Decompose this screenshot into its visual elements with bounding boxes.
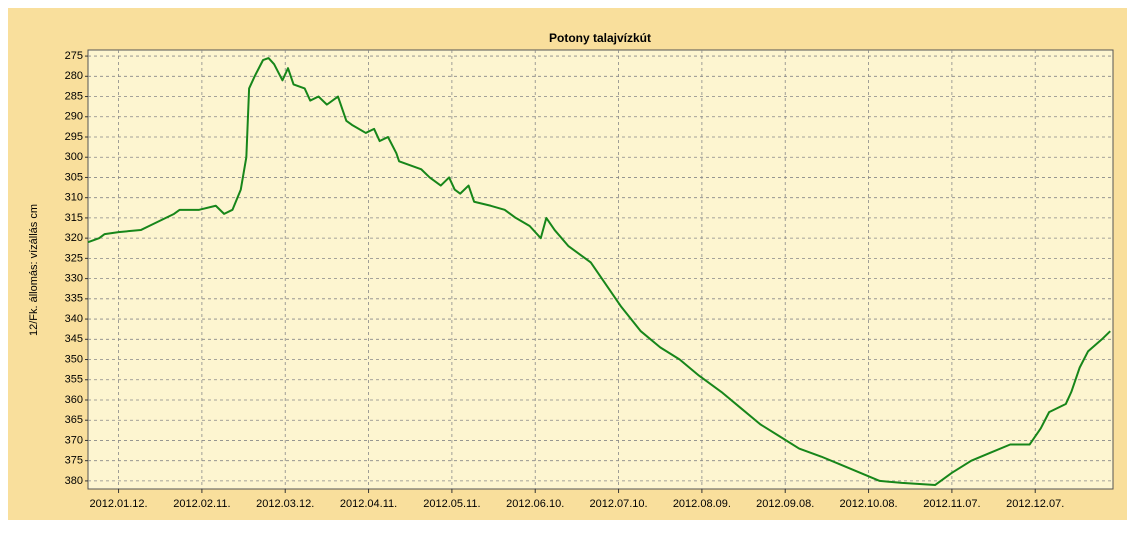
plot-area [87,49,1114,490]
y-tick-label: 275 [65,50,83,62]
y-tick-label: 330 [65,273,83,285]
x-tick-label: 2012.09.08. [756,498,814,510]
y-tick-label: 310 [65,192,83,204]
x-tick-label: 2012.06.10. [506,498,564,510]
y-axis-label: 12/Fk. állomás: vízállás cm [28,204,40,336]
y-tick-label: 335 [65,293,83,305]
x-tick-label: 2012.01.12. [89,498,147,510]
x-tick-label: 2012.03.12. [256,498,314,510]
x-tick-label: 2012.08.09. [673,498,731,510]
data-line [87,57,1111,486]
y-tick-label: 295 [65,131,83,143]
x-tick-label: 2012.04.11. [340,498,397,510]
y-tick-label: 375 [65,455,83,467]
y-tick-label: 355 [65,374,83,386]
x-tick-label: 2012.05.11. [423,498,480,510]
y-tick-label: 345 [65,333,83,345]
y-tick-label: 305 [65,171,83,183]
y-tick-label: 360 [65,394,83,406]
x-tick-label: 2012.10.08. [839,498,897,510]
x-tick-label: 2012.07.10. [589,498,647,510]
y-tick-label: 325 [65,252,83,264]
y-tick-label: 370 [65,434,83,446]
x-tick-label: 2012.02.11. [173,498,230,510]
x-tick-label: 2012.11.07. [923,498,980,510]
y-tick-label: 285 [65,90,83,102]
y-tick-label: 280 [65,70,83,82]
y-tick-label: 340 [65,313,83,325]
y-tick-label: 290 [65,111,83,123]
chart-title: Potony talajvízkút [549,31,651,45]
y-tick-label: 300 [65,151,83,163]
x-tick-label: 2012.12.07. [1006,498,1064,510]
y-tick-label: 365 [65,414,83,426]
y-tick-label: 380 [65,475,83,487]
y-tick-label: 315 [65,212,83,224]
y-tick-label: 350 [65,353,83,365]
y-tick-label: 320 [65,232,83,244]
